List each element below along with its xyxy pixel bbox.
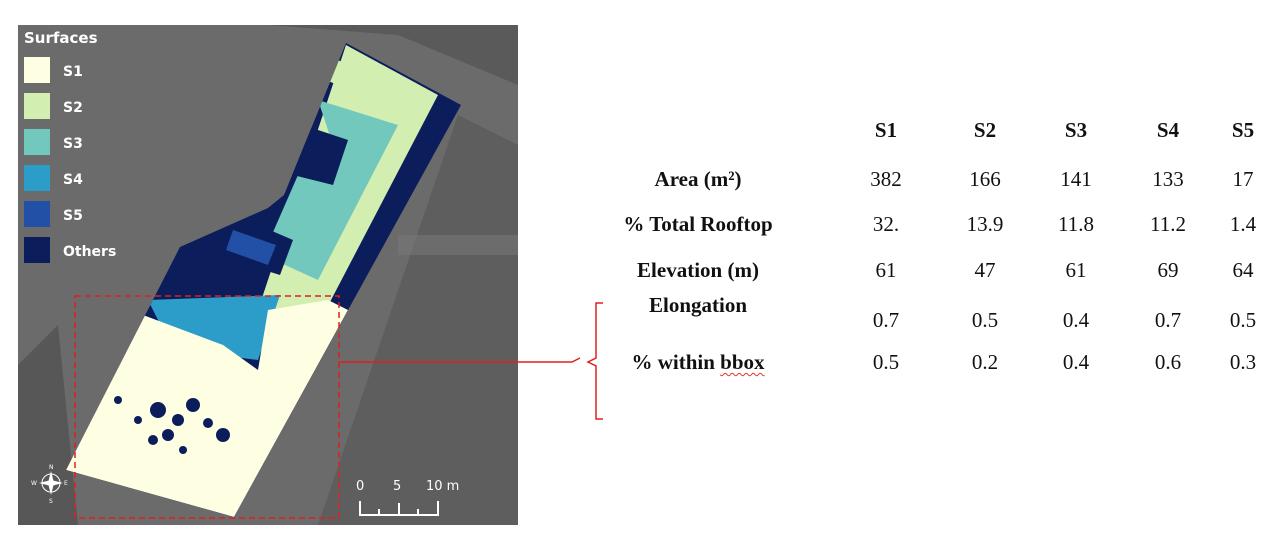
callout-bracket	[586, 302, 603, 420]
surface-others-speck	[114, 396, 122, 404]
scale-label-10: 10 m	[426, 479, 459, 494]
compass-s: S	[49, 498, 53, 505]
compass-n: N	[49, 464, 54, 471]
legend-label-s3: S3	[63, 136, 83, 152]
surface-s3	[263, 100, 398, 280]
legend-swatch-s2	[24, 93, 50, 119]
surface-others-speck	[216, 428, 230, 442]
scale-label-5: 5	[393, 479, 401, 494]
scale-label-0: 0	[356, 479, 364, 494]
scale-bar: 0 5 10 m	[356, 479, 459, 516]
legend-swatch-s4	[24, 165, 50, 191]
compass-e: E	[64, 480, 68, 487]
legend-label-s5: S5	[63, 208, 83, 224]
legend: Surfaces S1 S2 S3 S4 S5 Others	[24, 29, 116, 263]
legend-swatch-s1	[24, 57, 50, 83]
callout-line	[339, 357, 581, 363]
surface-s5	[226, 230, 276, 265]
surface-others-speck	[134, 416, 142, 424]
satellite-shadow	[18, 25, 518, 85]
legend-swatch-s5	[24, 201, 50, 227]
legend-label-s1: S1	[63, 64, 83, 80]
legend-swatch-others	[24, 237, 50, 263]
surface-others-speck	[186, 398, 200, 412]
surface-others-speck	[203, 418, 213, 428]
legend-swatch-s3	[24, 129, 50, 155]
legend-label-s2: S2	[63, 100, 83, 116]
surface-others-speck	[150, 402, 166, 418]
satellite-road	[398, 235, 518, 255]
legend-title: Surfaces	[24, 29, 98, 47]
legend-label-others: Others	[63, 244, 116, 260]
compass-icon: N S E W	[31, 464, 68, 505]
legend-label-s4: S4	[63, 172, 83, 188]
roof-surfaces	[66, 43, 461, 517]
surface-others-speck	[179, 446, 187, 454]
surface-others-specks	[114, 396, 230, 454]
bounding-box	[74, 295, 340, 519]
surface-others-speck	[162, 429, 174, 441]
compass-w: W	[31, 480, 37, 487]
surface-others-speck	[148, 435, 158, 445]
surface-others-speck	[172, 414, 184, 426]
satellite-shadow	[318, 115, 518, 525]
surface-s1	[66, 300, 348, 517]
satellite-shadow	[18, 325, 78, 525]
